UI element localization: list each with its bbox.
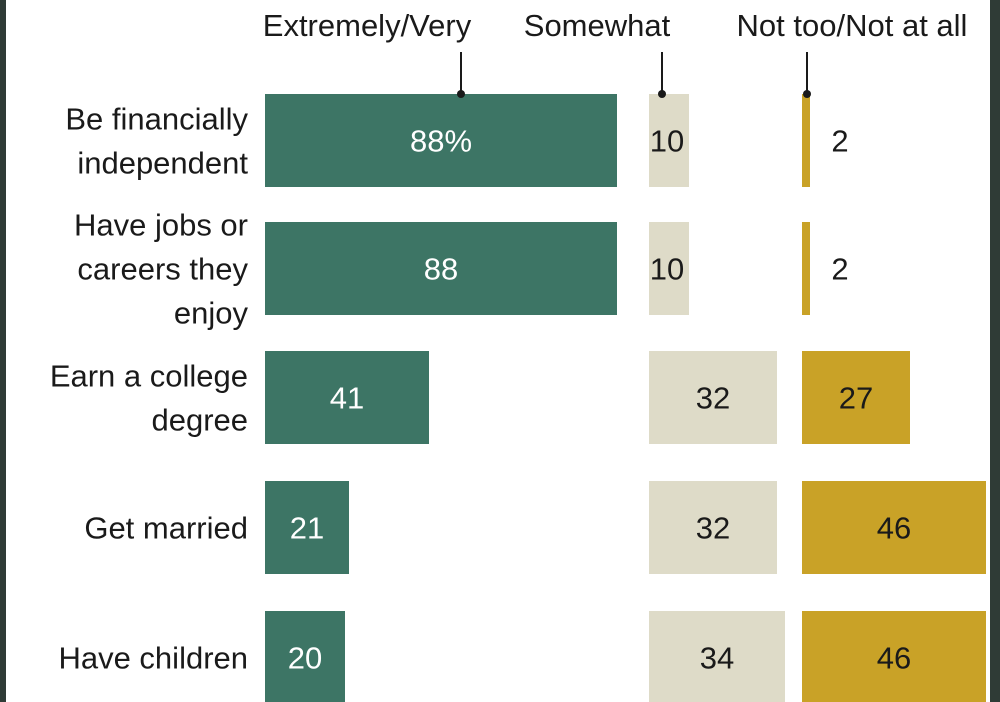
data-label: 88 <box>424 252 458 287</box>
bar-not-too-not-at-all-0 <box>802 94 810 187</box>
data-label: 32 <box>696 381 730 416</box>
legend-leader-dot <box>803 90 811 98</box>
category-label: Get married <box>84 511 248 546</box>
data-label: 10 <box>650 124 684 159</box>
data-label: 2 <box>831 124 848 159</box>
data-label: 2 <box>831 252 848 287</box>
bar-extremely-very-1 <box>265 222 617 315</box>
bar-somewhat-4 <box>649 611 785 702</box>
bar-somewhat-3 <box>649 481 777 574</box>
data-label: 20 <box>288 641 322 676</box>
bar-not-too-not-at-all-2 <box>802 351 910 444</box>
category-label: Be financially independent <box>65 102 248 181</box>
category-label: Have jobs or careers they enjoy <box>74 208 249 331</box>
data-label: 32 <box>696 511 730 546</box>
data-label: 34 <box>700 641 734 676</box>
bar-extremely-very-2 <box>265 351 429 444</box>
bar-extremely-very-0 <box>265 94 617 187</box>
bar-extremely-very-3 <box>265 481 349 574</box>
data-label: 27 <box>839 381 873 416</box>
bar-not-too-not-at-all-3 <box>802 481 986 574</box>
data-label: 46 <box>877 641 911 676</box>
bar-not-too-not-at-all-4 <box>802 611 986 702</box>
legend-leader-dot <box>457 90 465 98</box>
data-label: 41 <box>330 381 364 416</box>
category-label: Have children <box>58 641 248 676</box>
bar-somewhat-0 <box>649 94 689 187</box>
bar-chart: Be financially independent Have jobs or car… <box>50 8 986 702</box>
data-label: 46 <box>877 511 911 546</box>
data-label: 10 <box>650 252 684 287</box>
data-label: 21 <box>290 511 324 546</box>
legend-leader-dot <box>658 90 666 98</box>
legend-label: Somewhat <box>524 8 671 43</box>
bar-extremely-very-4 <box>265 611 345 702</box>
legend-label: Extremely/Very <box>263 8 472 43</box>
bar-not-too-not-at-all-1 <box>802 222 810 315</box>
chart-panel: Be financially independent Have jobs or car… <box>6 0 990 702</box>
legend-label: Not too/Not at all <box>737 8 968 43</box>
data-label: 88% <box>410 124 472 159</box>
bar-somewhat-2 <box>649 351 777 444</box>
bar-somewhat-1 <box>649 222 689 315</box>
category-label: Earn a college degree <box>50 359 248 438</box>
